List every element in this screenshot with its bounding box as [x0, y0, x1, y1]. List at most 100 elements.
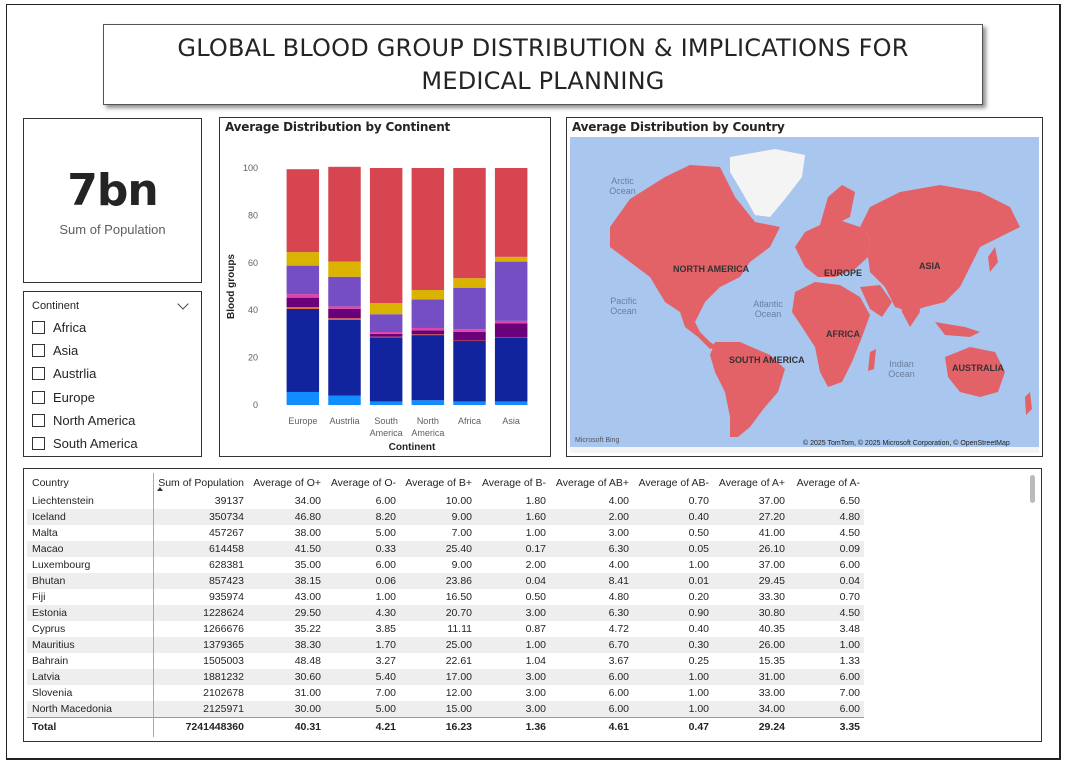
bar-segment[interactable]	[453, 168, 486, 279]
north-america-shape	[610, 165, 780, 322]
slicer-header[interactable]: Continent	[32, 296, 193, 316]
table-row[interactable]: Liechtenstein 39137 34.00 6.00 10.00 1.80 4.00…	[27, 493, 864, 509]
table-row[interactable]: Latvia 1881232 30.60 5.40 17.00 3.00 6.00 1.00 3…	[27, 669, 864, 685]
population-kpi-card[interactable]: 7bn Sum of Population	[23, 118, 202, 283]
stacked-column-chart[interactable]: 0 20 40 60 80 100 Blood groups Europe Austrlia So…	[220, 118, 550, 456]
bar-segment[interactable]	[453, 287, 486, 330]
bar-segment[interactable]	[328, 395, 361, 405]
table-row[interactable]: Macao 614458 41.50 0.33 25.40 0.17 6.30 0.05 26.…	[27, 541, 864, 557]
slicer-item-africa[interactable]: Africa	[32, 316, 193, 339]
bar-segment[interactable]	[453, 341, 486, 402]
table-row[interactable]: North Macedonia 2125971 30.00 5.00 15.00 3.00…	[27, 701, 864, 717]
filled-map[interactable]: NORTH AMERICA SOUTH AMERICA EUROPE AFRIC…	[570, 137, 1039, 453]
bar-segment[interactable]	[328, 306, 361, 309]
bar-segment[interactable]	[369, 336, 403, 338]
col-header-country[interactable]: Country	[32, 477, 69, 489]
map-attribution[interactable]: © 2025 TomTom, © 2025 Microsoft Corporat…	[803, 440, 1010, 447]
checkbox[interactable]	[32, 437, 45, 451]
bar-segment[interactable]	[328, 261, 361, 277]
bar-segment[interactable]	[494, 261, 528, 321]
bar-segment[interactable]	[286, 309, 320, 392]
continent-slicer[interactable]: Continent Africa Asia Austrlia Europe No…	[23, 291, 202, 457]
table-row[interactable]: Malta 457267 38.00 5.00 7.00 1.00 3.00 0.50 41.0…	[27, 525, 864, 541]
map-logo[interactable]: Microsoft Bing	[575, 437, 620, 444]
bar-segment[interactable]	[453, 331, 486, 341]
bar-segment[interactable]	[411, 290, 445, 300]
col-header-b-pos[interactable]: Average of B+	[405, 477, 472, 489]
col-header-a-pos[interactable]: Average of A+	[718, 477, 785, 489]
bar-segment[interactable]	[453, 401, 486, 405]
bar-segment[interactable]	[453, 329, 486, 332]
bar-segment[interactable]	[369, 314, 403, 333]
checkbox[interactable]	[32, 367, 45, 381]
table-row[interactable]: Fiji 935974 43.00 1.00 16.50 0.50 4.80 0.20 33.3…	[27, 589, 864, 605]
col-header-a-neg[interactable]: Average of A-	[796, 477, 860, 489]
slicer-item-south-america[interactable]: South America	[32, 432, 193, 455]
bar-segment[interactable]	[411, 335, 445, 401]
continent-chart-card[interactable]: Average Distribution by Continent 0 20 40 6…	[219, 117, 551, 457]
table-row[interactable]: Bhutan 857423 38.15 0.06 23.86 0.04 8.41 0.01 29…	[27, 573, 864, 589]
table-row[interactable]: Mauritius 1379365 38.30 1.70 25.00 1.00 6.70 0.…	[27, 637, 864, 653]
table-row[interactable]: Cyprus 1266676 35.22 3.85 11.11 0.87 4.72 0.40 4…	[27, 621, 864, 637]
col-header-population[interactable]: Sum of Population	[152, 473, 248, 493]
bar-segment[interactable]	[286, 307, 320, 310]
bar-segment[interactable]	[411, 327, 445, 331]
table-scrollbar[interactable]	[1030, 475, 1035, 503]
checkbox[interactable]	[32, 321, 45, 335]
bar-segment[interactable]	[494, 168, 528, 257]
table-row[interactable]: Estonia 1228624 29.50 4.30 20.70 3.00 6.30 0.90…	[27, 605, 864, 621]
bar-segment[interactable]	[328, 319, 361, 396]
chevron-down-icon[interactable]	[177, 298, 189, 310]
bar-segment[interactable]	[494, 323, 528, 337]
bar-segment[interactable]	[494, 256, 528, 262]
slicer-item-asia[interactable]: Asia	[32, 339, 193, 362]
bar-segment[interactable]	[369, 401, 403, 405]
bar-segment[interactable]	[369, 333, 403, 337]
checkbox[interactable]	[32, 344, 45, 358]
cell-value: 457267	[152, 525, 248, 541]
bar-segment[interactable]	[328, 166, 361, 262]
bar-segment[interactable]	[286, 294, 320, 298]
country-table[interactable]: Country Sum of Population Average of O+ …	[27, 473, 864, 737]
bar-segment[interactable]	[494, 401, 528, 405]
bar-segment[interactable]	[411, 168, 445, 291]
table-row[interactable]: Slovenia 2102678 31.00 7.00 12.00 3.00 6.00 1.0…	[27, 685, 864, 701]
bar-segment[interactable]	[328, 318, 361, 320]
table-row[interactable]: Bahrain 1505003 48.48 3.27 22.61 1.04 3.67 0.25…	[27, 653, 864, 669]
col-header-ab-pos[interactable]: Average of AB+	[555, 477, 629, 489]
bar-segment[interactable]	[369, 168, 403, 304]
bar-segment[interactable]	[286, 297, 320, 308]
col-header-ab-neg[interactable]: Average of AB-	[638, 477, 709, 489]
cell-country: Mauritius	[27, 637, 153, 653]
bar-segment[interactable]	[369, 337, 403, 402]
slicer-item-austrlia[interactable]: Austrlia	[32, 362, 193, 385]
bar-segment[interactable]	[328, 308, 361, 319]
table-row[interactable]: Luxembourg 628381 35.00 6.00 9.00 2.00 4.00 1.0…	[27, 557, 864, 573]
col-header-b-neg[interactable]: Average of B-	[481, 477, 546, 489]
checkbox[interactable]	[32, 413, 45, 427]
col-header-o-neg[interactable]: Average of O-	[330, 477, 396, 489]
bar-segment[interactable]	[411, 299, 445, 328]
bar-segment[interactable]	[411, 400, 445, 405]
bar-segment[interactable]	[453, 278, 486, 288]
bar-segment[interactable]	[286, 265, 320, 295]
country-map-card[interactable]: Average Distribution by Country	[566, 117, 1043, 457]
bar-segment[interactable]	[411, 330, 445, 335]
bar-segment[interactable]	[494, 320, 528, 324]
cell-value: 1.00	[375, 591, 396, 603]
y-tick-label: 80	[248, 210, 258, 220]
col-header-o-pos[interactable]: Average of O+	[253, 477, 321, 489]
slicer-item-north-america[interactable]: North America	[32, 409, 193, 432]
checkbox[interactable]	[32, 390, 45, 404]
country-table-card[interactable]: Country Sum of Population Average of O+ …	[23, 468, 1042, 742]
bar-segment[interactable]	[286, 169, 320, 253]
bar-segment[interactable]	[328, 276, 361, 307]
table-row[interactable]: Iceland 350734 46.80 8.20 9.00 1.60 2.00 0.40 27…	[27, 509, 864, 525]
bar-segment[interactable]	[286, 252, 320, 266]
bar-segment[interactable]	[286, 391, 320, 405]
bar-segment[interactable]	[411, 334, 445, 336]
bar-segment[interactable]	[494, 337, 528, 402]
slicer-item-europe[interactable]: Europe	[32, 386, 193, 409]
bar-segment[interactable]	[369, 303, 403, 315]
bar-segment[interactable]	[369, 332, 403, 334]
